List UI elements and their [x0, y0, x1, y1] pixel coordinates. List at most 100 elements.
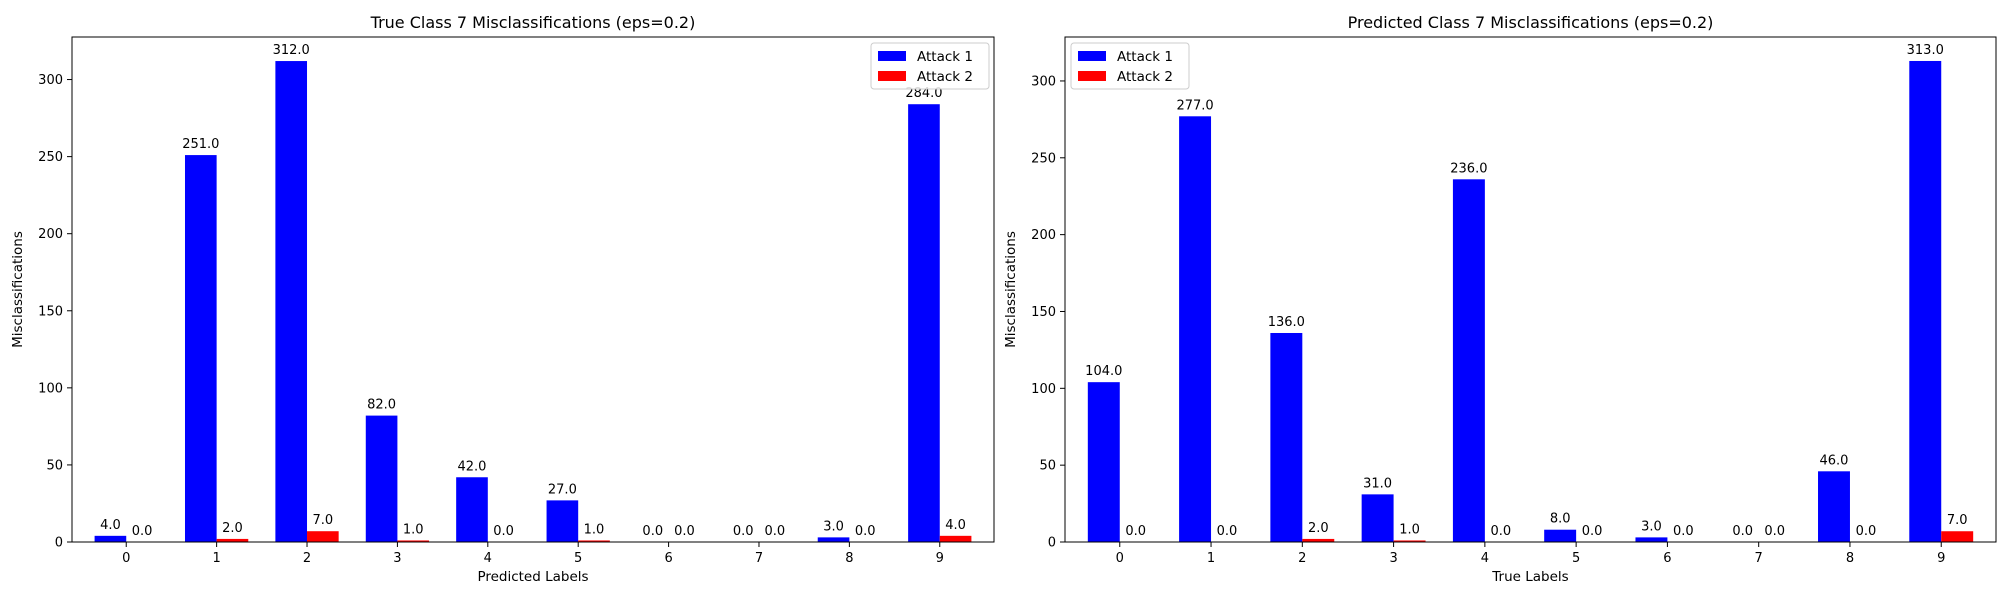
- bar-value-label: 0.0: [1125, 524, 1146, 539]
- bar-value-label: 7.0: [1947, 513, 1968, 528]
- x-tick-label: 3: [393, 551, 401, 566]
- bar-attack-1-4: [1452, 179, 1485, 542]
- bar-attack-1-6: [1635, 537, 1668, 542]
- y-tick-label: 150: [1031, 305, 1056, 320]
- legend-swatch: [878, 51, 906, 61]
- bar-attack-1-0: [1087, 382, 1120, 542]
- bar-value-label: 0.0: [1490, 524, 1511, 539]
- bar-attack-1-0: [94, 535, 127, 542]
- legend-label: Attack 1: [1117, 49, 1173, 65]
- x-tick-label: 2: [303, 551, 311, 566]
- legend: Attack 1 Attack 2: [870, 42, 990, 90]
- bar-value-label: 104.0: [1085, 364, 1122, 379]
- bar-attack-1-9: [1909, 60, 1942, 543]
- y-tick-label: 100: [38, 381, 63, 396]
- bar-attack-2-3: [397, 540, 430, 542]
- bar-value-label: 0.0: [1732, 524, 1753, 539]
- x-tick-label: 0: [1116, 551, 1124, 566]
- y-tick-label: 250: [38, 150, 63, 165]
- plot-frame: [1064, 36, 1997, 543]
- bar-value-label: 0.0: [1764, 524, 1785, 539]
- legend-label: Attack 2: [917, 69, 973, 85]
- bar-value-label: 0.0: [132, 524, 153, 539]
- bar-attack-2-9: [939, 535, 972, 542]
- bar-value-label: 82.0: [367, 398, 396, 413]
- x-tick-label: 3: [1389, 551, 1397, 566]
- x-tick-label: 8: [1846, 551, 1854, 566]
- legend-swatch: [1078, 51, 1106, 61]
- bar-attack-1-1: [184, 155, 217, 543]
- x-tick-label: 6: [1663, 551, 1671, 566]
- bar-value-label: 0.0: [1217, 524, 1238, 539]
- bar-value-label: 42.0: [458, 459, 487, 474]
- legend: Attack 1 Attack 2: [1070, 42, 1190, 90]
- bar-attack-2-3: [1393, 540, 1426, 542]
- x-axis-label: Predicted Labels: [477, 569, 588, 585]
- y-tick-label: 100: [1031, 382, 1056, 397]
- bar-attack-1-5: [546, 500, 579, 542]
- bar-value-label: 46.0: [1820, 453, 1849, 468]
- y-axis-label: Misclassifications: [1003, 231, 1019, 348]
- bar-value-label: 27.0: [548, 482, 577, 497]
- bar-value-label: 0.0: [1582, 524, 1603, 539]
- bar-value-label: 4.0: [100, 518, 121, 533]
- x-tick-label: 1: [1207, 551, 1215, 566]
- bar-attack-1-8: [817, 537, 850, 542]
- x-tick-label: 5: [574, 551, 582, 566]
- bar-value-label: 3.0: [823, 519, 844, 534]
- plot-frame: [71, 36, 995, 543]
- y-tick-label: 200: [38, 227, 63, 242]
- bar-value-label: 0.0: [1673, 524, 1694, 539]
- y-tick-label: 300: [38, 73, 63, 88]
- y-tick-label: 300: [1031, 74, 1056, 89]
- bar-value-label: 3.0: [1641, 519, 1662, 534]
- bar-value-label: 0.0: [493, 524, 514, 539]
- bar-value-label: 0.0: [733, 524, 754, 539]
- bar-attack-1-3: [1361, 494, 1394, 542]
- bar-value-label: 0.0: [674, 524, 695, 539]
- x-axis-label: True Labels: [1491, 569, 1568, 585]
- y-tick-label: 200: [1031, 228, 1056, 243]
- chart-title: True Class 7 Misclassifications (eps=0.2…: [370, 13, 696, 32]
- bar-value-label: 31.0: [1363, 476, 1392, 491]
- bar-value-label: 0.0: [1856, 524, 1877, 539]
- bar-value-label: 236.0: [1450, 161, 1487, 176]
- bar-value-label: 8.0: [1550, 512, 1571, 527]
- bar-value-label: 0.0: [855, 524, 876, 539]
- bar-attack-1-4: [456, 477, 488, 542]
- bar-value-label: 7.0: [312, 513, 333, 528]
- bar-attack-1-3: [365, 415, 398, 542]
- legend-label: Attack 1: [917, 49, 973, 65]
- bar-value-label: 251.0: [182, 137, 219, 152]
- y-axis-label: Misclassifications: [10, 231, 26, 348]
- y-tick-label: 150: [38, 304, 63, 319]
- bar-value-label: 1.0: [584, 522, 605, 537]
- legend-swatch: [878, 71, 906, 81]
- bar-value-label: 312.0: [273, 43, 310, 58]
- x-tick-label: 2: [1298, 551, 1306, 566]
- bar-value-label: 0.0: [642, 524, 663, 539]
- bar-value-label: 313.0: [1907, 43, 1944, 58]
- y-tick-label: 50: [46, 458, 63, 473]
- bar-value-label: 4.0: [945, 518, 966, 533]
- x-tick-label: 4: [484, 551, 492, 566]
- x-tick-label: 5: [1572, 551, 1580, 566]
- bar-value-label: 136.0: [1268, 315, 1305, 330]
- x-tick-label: 0: [122, 551, 130, 566]
- bar-value-label: 284.0: [905, 86, 942, 101]
- chart-title: Predicted Class 7 Misclassifications (ep…: [1348, 13, 1714, 32]
- y-tick-label: 0: [1048, 536, 1056, 551]
- bar-attack-1-1: [1179, 116, 1212, 543]
- bar-attack-1-9: [908, 104, 940, 542]
- x-tick-label: 4: [1481, 551, 1489, 566]
- x-tick-label: 6: [664, 551, 672, 566]
- bar-value-label: 2.0: [222, 521, 243, 536]
- bar-attack-2-9: [1941, 531, 1974, 542]
- y-tick-label: 250: [1031, 151, 1056, 166]
- bar-value-label: 2.0: [1308, 521, 1329, 536]
- bar-attack-1-8: [1818, 471, 1850, 542]
- bar-attack-1-2: [275, 61, 308, 543]
- bar-attack-2-5: [578, 540, 610, 542]
